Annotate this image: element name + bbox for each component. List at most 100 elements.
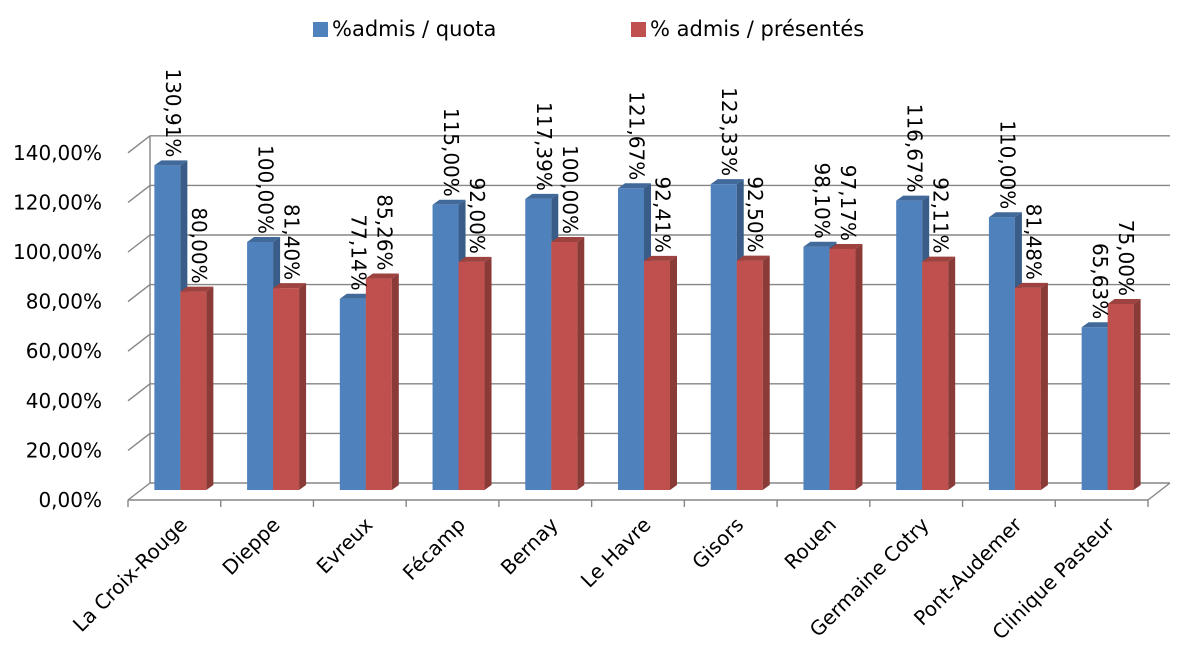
side-wall-line-6: [127, 184, 151, 203]
bar-value-label: 65,63%: [1088, 243, 1112, 319]
bar-top: [988, 212, 1022, 218]
bar-top: [432, 199, 466, 205]
bar-2-2: [365, 273, 399, 490]
bar-value-label: 121,67%: [625, 91, 649, 180]
bar-value-label: 115,00%: [439, 108, 463, 197]
bar-front: [1014, 287, 1041, 490]
y-tick-label: 20,00%: [26, 438, 102, 462]
bar-value-label: 75,00%: [1114, 220, 1138, 296]
bar-value-label: 92,11%: [929, 177, 953, 253]
bar-top: [247, 237, 281, 242]
x-tick-label: Fécamp: [398, 513, 470, 585]
bar-side: [948, 256, 956, 490]
bar-front: [525, 198, 552, 490]
y-tick-label: 0,00%: [38, 488, 102, 512]
x-tick-label: Gisors: [687, 513, 748, 574]
bar-side: [206, 286, 214, 490]
bar-value-label: 123,33%: [717, 87, 741, 176]
bar-side: [391, 273, 399, 490]
side-wall-line-0: [127, 482, 151, 501]
bar-2-0: [180, 286, 214, 490]
y-tick-label: 100,00%: [13, 240, 102, 264]
bar-front: [618, 188, 644, 490]
bar-front: [736, 260, 763, 490]
legend-item-series-2: % admis / présentés: [631, 14, 864, 44]
bar-top: [154, 160, 188, 166]
bar-value-label: 97,17%: [836, 165, 860, 241]
bar-2-9: [1014, 282, 1048, 490]
floor-right-edge: [1147, 482, 1171, 501]
bar-side: [670, 255, 677, 490]
x-tick-label: La Croix-Rouge: [68, 513, 192, 637]
bar-top: [829, 244, 863, 250]
bar-top: [180, 286, 214, 292]
bar-front: [432, 204, 459, 491]
bar-value-label: 110,00%: [995, 120, 1019, 209]
legend-swatch-series-1: [313, 21, 328, 37]
bars-layer: [154, 160, 1141, 491]
bar-front: [803, 246, 830, 490]
bar-value-label: 92,50%: [743, 176, 767, 252]
x-tick-label: Rouen: [780, 513, 841, 574]
side-wall-line-7: [127, 135, 151, 154]
bar-value-label: 81,40%: [280, 204, 304, 280]
side-wall-line-3: [127, 333, 151, 352]
bar-value-label: 98,10%: [810, 162, 834, 238]
bar-top: [525, 193, 559, 199]
bar-side: [299, 283, 307, 490]
legend: %admis / quota % admis / présentés: [0, 14, 1179, 44]
x-tick-label: Dieppe: [217, 513, 284, 580]
bar-front: [154, 165, 181, 490]
bar-top: [365, 273, 399, 279]
bar-2-8: [922, 256, 956, 490]
bar-top: [273, 283, 307, 289]
bar-top: [922, 256, 956, 262]
y-tick-label: 80,00%: [26, 290, 102, 314]
bar-front: [988, 217, 1015, 490]
bar-front: [644, 260, 670, 490]
side-wall-line-1: [127, 432, 151, 451]
legend-label-series-1: %admis / quota: [332, 17, 497, 41]
bar-front: [1107, 304, 1134, 490]
bar-side: [484, 256, 492, 490]
bar-side: [577, 237, 585, 490]
bar-front: [339, 298, 366, 490]
x-axis: La Croix-Rouge Dieppe Evreux Fécamp Bernay Le…: [68, 499, 1149, 644]
bar-top: [1081, 322, 1115, 328]
side-wall-line-2: [127, 383, 151, 402]
bar-front: [180, 291, 207, 490]
bar-2-4: [551, 237, 585, 490]
legend-label-series-2: % admis / présentés: [650, 17, 865, 41]
side-wall-line-4: [127, 284, 151, 303]
bar-top: [618, 183, 651, 189]
side-wall-line-5: [127, 234, 151, 253]
bar-value-label: 100,00%: [254, 145, 278, 234]
y-tick-label: 40,00%: [26, 389, 102, 413]
bar-top: [339, 293, 373, 299]
bar-front: [896, 200, 923, 491]
bar-value-label: 130,91%: [161, 68, 185, 157]
data-labels-layer: 130,91%80,00%100,00%81,40% 77,14% 85,26%11…: [161, 68, 1138, 319]
bar-top: [736, 255, 770, 261]
bar-front: [365, 278, 392, 490]
bar-value-label: 92,00%: [465, 178, 489, 254]
bar-top: [1014, 282, 1048, 288]
x-tick-label: Bernay: [496, 512, 563, 579]
bar-side: [1040, 282, 1048, 490]
x-tick-label: Evreux: [312, 512, 378, 578]
bar-value-label: 81,48%: [1021, 204, 1045, 280]
y-axis: 0,00% 20,00% 40,00% 60,00% 80,00% 100,00% 120,…: [13, 141, 102, 512]
bar-2-10: [1107, 299, 1141, 490]
bar-value-label: 100,00%: [558, 145, 582, 234]
bar-front: [551, 242, 578, 490]
bar-top: [1107, 299, 1141, 304]
bar-2-5: [644, 255, 677, 490]
bar-top: [896, 195, 930, 201]
bar-top: [458, 256, 492, 262]
bar-value-label: 117,39%: [532, 102, 556, 191]
bar-front: [247, 242, 274, 490]
bar-top: [644, 255, 677, 261]
bar-2-6: [736, 255, 770, 490]
bar-2-1: [273, 283, 307, 490]
